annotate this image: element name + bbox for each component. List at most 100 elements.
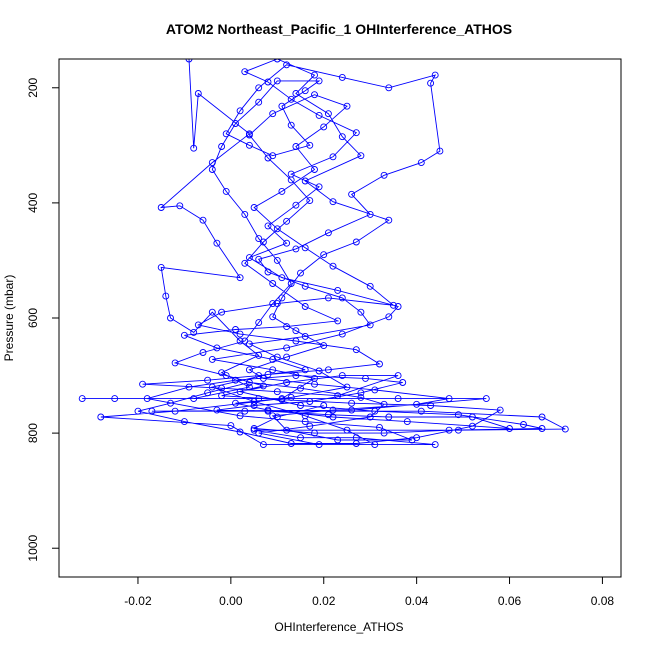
x-tick-label: 0.00 (219, 594, 243, 608)
data-point (157, 263, 165, 271)
data-point (306, 398, 314, 405)
data-point (329, 153, 337, 161)
data-point (264, 154, 272, 162)
data-point (245, 141, 253, 149)
data-point (334, 286, 342, 294)
data-point (343, 426, 351, 434)
data-point (357, 152, 365, 160)
data-point (311, 71, 318, 79)
data-point (171, 407, 179, 415)
data-point (315, 367, 323, 375)
data-point (348, 406, 356, 414)
series-layer (78, 59, 569, 449)
data-point (389, 301, 397, 309)
data-point (329, 413, 337, 421)
data-point (264, 222, 272, 230)
data-point (427, 402, 435, 409)
x-tick-label: 0.08 (591, 594, 615, 608)
data-point (320, 251, 328, 259)
data-point (538, 413, 546, 421)
data-point (97, 413, 105, 421)
data-point (236, 330, 244, 338)
data-point (236, 412, 244, 420)
data-point (338, 133, 346, 141)
data-point (222, 187, 230, 195)
data-point (394, 395, 402, 403)
data-point (482, 395, 490, 403)
data-point (292, 143, 300, 150)
data-point (269, 313, 277, 321)
chart-title: ATOM2 Northeast_Pacific_1 OHInterference… (166, 21, 512, 37)
data-point (273, 300, 281, 308)
data-point (236, 428, 244, 436)
data-point (348, 190, 356, 198)
data-point (241, 210, 249, 218)
data-point (315, 441, 323, 449)
data-point (241, 337, 249, 345)
y-tick-label: 1000 (26, 535, 40, 562)
data-point (427, 79, 435, 87)
data-point (301, 87, 309, 95)
data-point (324, 229, 332, 237)
data-point (468, 413, 476, 421)
data-point (338, 330, 346, 338)
data-point (245, 379, 253, 386)
data-point (278, 187, 286, 195)
data-point (348, 399, 356, 407)
data-point (227, 422, 235, 430)
data-point (139, 380, 147, 388)
data-point (338, 372, 346, 380)
data-point (385, 313, 393, 321)
data-point (496, 406, 504, 414)
data-point (176, 202, 184, 210)
data-point (380, 171, 388, 179)
data-point (292, 337, 300, 345)
data-point (306, 141, 314, 149)
data-point (213, 406, 221, 414)
data-point (315, 111, 323, 119)
data-point (506, 425, 513, 432)
data-point (399, 379, 407, 386)
data-point (185, 383, 193, 391)
data-point (371, 386, 379, 394)
data-point (366, 321, 374, 329)
data-point (269, 300, 277, 308)
data-point (454, 411, 462, 419)
data-point (208, 383, 216, 391)
data-point (264, 370, 272, 378)
y-tick-label: 600 (26, 308, 40, 328)
data-point (385, 216, 393, 224)
data-point (264, 268, 272, 276)
data-point (236, 337, 244, 345)
data-point (394, 303, 402, 310)
data-point (366, 282, 374, 290)
x-axis-label: OHInterference_ATHOS (274, 620, 403, 634)
data-point (320, 123, 328, 131)
y-tick-label: 400 (26, 193, 40, 213)
data-point (78, 395, 86, 403)
data-point (255, 98, 263, 106)
data-point (190, 144, 198, 152)
x-axis: -0.02 0.00 0.02 0.04 0.06 0.08 (124, 576, 615, 608)
data-point (208, 166, 216, 173)
data-point (320, 402, 328, 409)
data-point (199, 216, 207, 224)
data-point (194, 90, 202, 97)
data-point (245, 254, 253, 262)
data-point (245, 131, 253, 139)
data-point (218, 143, 226, 150)
data-point (204, 389, 212, 397)
data-point (278, 102, 286, 110)
data-point (334, 392, 342, 400)
data-point (292, 372, 300, 380)
data-point (352, 346, 360, 354)
data-point (287, 280, 295, 287)
data-point (190, 328, 198, 336)
data-point (413, 400, 421, 408)
data-point (218, 392, 226, 400)
data-point (357, 308, 365, 316)
data-point (269, 110, 277, 118)
data-point (236, 274, 244, 282)
data-point (287, 176, 295, 184)
data-point (278, 396, 286, 404)
